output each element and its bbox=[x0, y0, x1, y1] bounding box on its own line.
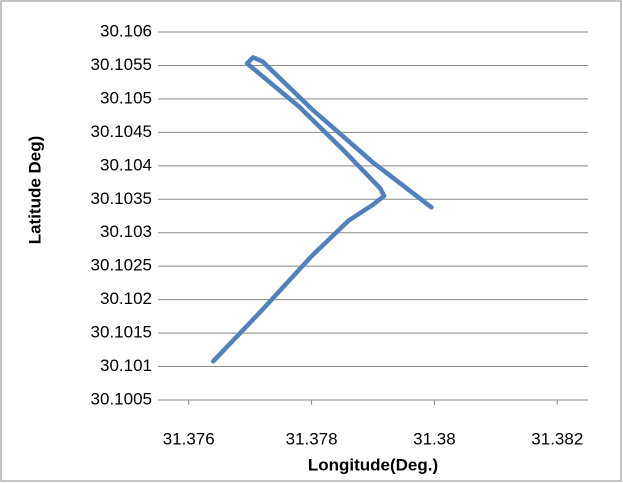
y-tick-label: 30.101 bbox=[100, 356, 152, 375]
y-tick-label: 30.1025 bbox=[91, 256, 152, 275]
y-tick-label: 30.106 bbox=[100, 21, 152, 40]
y-tick-label: 30.104 bbox=[100, 155, 152, 174]
x-tick-label: 31.382 bbox=[531, 429, 583, 448]
y-tick-label: 30.103 bbox=[100, 222, 152, 241]
y-tick-label: 30.1015 bbox=[91, 323, 152, 342]
y-tick-label: 30.102 bbox=[100, 289, 152, 308]
x-tick-label: 31.376 bbox=[163, 429, 215, 448]
x-tick-label: 31.38 bbox=[413, 429, 456, 448]
x-tick-label: 31.378 bbox=[286, 429, 338, 448]
data-line bbox=[211, 55, 434, 364]
y-tick-label: 30.1035 bbox=[91, 189, 152, 208]
y-axis-title: Latitude Deg) bbox=[25, 136, 44, 245]
y-tick-label: 30.105 bbox=[100, 88, 152, 107]
x-axis-title: Longitude(Deg.) bbox=[308, 455, 438, 474]
y-tick-label: 30.1045 bbox=[91, 122, 152, 141]
y-tick-label: 30.1055 bbox=[91, 55, 152, 74]
y-tick-label: 30.1005 bbox=[91, 389, 152, 408]
